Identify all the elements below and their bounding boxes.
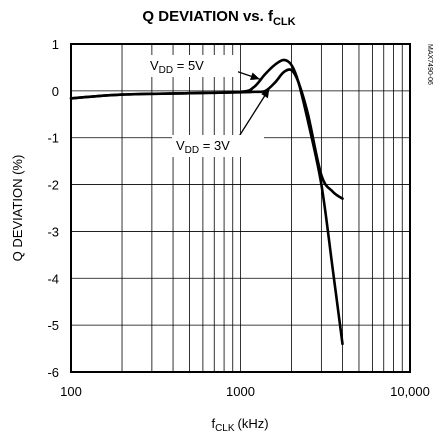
y-tick-label: -2 xyxy=(47,178,59,193)
y-tick-label: -3 xyxy=(47,224,59,239)
y-tick-labels: 1 0 -1 -2 -3 -4 -5 -6 xyxy=(47,37,59,380)
x-axis-label-main: f xyxy=(211,416,215,431)
y-axis-label: Q DEVIATION (%) xyxy=(10,155,25,262)
annotation-label-3v: VDD = 3V xyxy=(176,138,230,156)
side-label: MAX7490-06 xyxy=(426,44,433,85)
x-axis-label-sub: CLK xyxy=(215,423,235,434)
plot-frame xyxy=(70,43,411,373)
x-tick-labels: 100 1000 10,000 xyxy=(60,384,430,399)
series-line-2 xyxy=(69,68,344,200)
annotation-leader-3v xyxy=(237,88,270,139)
x-tick-label: 1000 xyxy=(226,384,255,399)
series-line-1 xyxy=(69,58,344,346)
y-tick-label: -5 xyxy=(47,318,59,333)
y-tick-label: 0 xyxy=(52,84,59,99)
x-axis-label-unit: (kHz) xyxy=(238,416,269,431)
x-tick-label: 10,000 xyxy=(390,384,430,399)
series-group xyxy=(69,58,344,346)
annotations: VDD = 5V VDD = 3V xyxy=(146,55,270,157)
chart-title-sub: CLK xyxy=(273,16,296,28)
annotation-label-5v: VDD = 5V xyxy=(150,58,204,76)
x-tick-label: 100 xyxy=(60,384,82,399)
x-axis-label: fCLK (kHz) xyxy=(211,416,268,434)
y-tick-label: -4 xyxy=(47,271,59,286)
y-tick-label: -6 xyxy=(47,365,59,380)
annotation-leader-5v-head xyxy=(250,72,260,81)
y-tick-label: -1 xyxy=(47,131,59,146)
annotation-leader-3v-head xyxy=(261,88,270,99)
annotation-label-3v-bg xyxy=(172,135,264,157)
annotation-label-5v-bg xyxy=(146,55,238,77)
y-tick-label: 1 xyxy=(52,37,59,52)
chart-title: Q DEVIATION vs. fCLK xyxy=(142,8,295,28)
chart-title-main: Q DEVIATION vs. f xyxy=(142,8,274,25)
